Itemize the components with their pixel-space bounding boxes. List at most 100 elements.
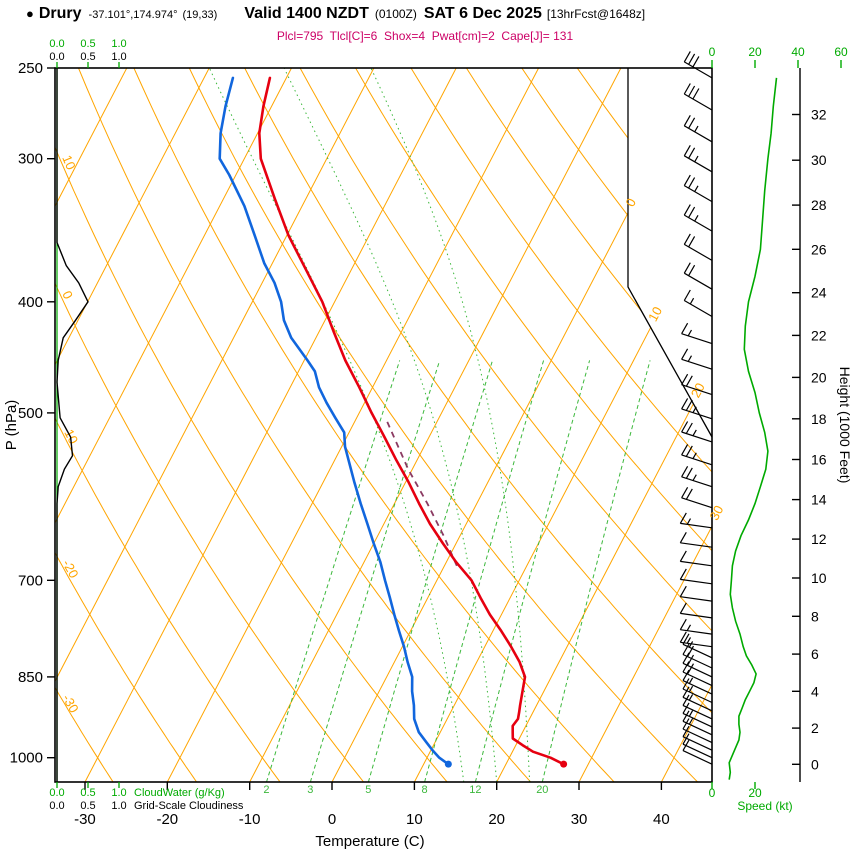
dry-adiabat-label: -20 — [59, 557, 81, 581]
wind-barb-feather — [679, 585, 687, 597]
dry-adiabat-line — [55, 68, 364, 782]
wind-barb-staff — [681, 358, 713, 370]
wind-barb — [683, 174, 713, 203]
temperature-tick-label: 30 — [571, 811, 588, 828]
wind-barb-feather — [688, 147, 696, 159]
cloud-profiles — [56, 68, 89, 782]
cloudiness-scale-label-top: 0.5 — [80, 51, 95, 63]
wind-barb-half-feather — [686, 624, 692, 631]
temperature-axis-title: Temperature (C) — [315, 833, 424, 850]
height-tick-label: 6 — [811, 646, 819, 662]
wind-barb-half-feather — [687, 329, 693, 337]
wind-barb — [682, 661, 713, 687]
wind-barb-staff — [680, 641, 713, 648]
dry-adiabat-line — [576, 68, 712, 782]
wind-barb-feather — [682, 739, 690, 751]
wind-barb-feather — [682, 710, 690, 722]
isotherm-label: 10 — [645, 304, 665, 324]
wind-barb-feather — [685, 488, 693, 500]
wind-barb — [682, 733, 713, 759]
wind-barb — [683, 145, 713, 173]
wind-barb — [681, 466, 713, 488]
dry-adiabat-line — [55, 68, 448, 782]
height-tick-label: 18 — [811, 411, 827, 427]
height-tick-label: 8 — [811, 608, 819, 624]
surface-dewpoint-dot — [444, 760, 452, 768]
cloudiness-scale-label-top: 0.0 — [49, 51, 64, 63]
wind-barb-feather — [682, 718, 690, 730]
cloudiness-scale-label-top: 1.0 — [111, 51, 126, 63]
wind-barb-staff — [682, 680, 713, 695]
wind-barbs — [679, 51, 713, 765]
wind-barb-feather — [682, 633, 690, 645]
wind-barb-feather — [682, 661, 690, 673]
wind-barb-feather — [679, 631, 687, 643]
surface-temperature-dot — [560, 760, 568, 768]
wind-barb-staff — [680, 560, 713, 567]
wind-barb-half-feather — [688, 685, 694, 693]
wind-barb-feather — [682, 733, 690, 745]
wind-barb-half-feather — [688, 677, 694, 684]
wind-barb-staff — [680, 629, 713, 635]
cloudwater-scale-label-top: 0.5 — [80, 38, 95, 50]
wind-barb-feather — [683, 174, 691, 186]
mixing-ratio-line — [424, 360, 545, 782]
cloudiness-scale-title: Grid-Scale Cloudiness — [134, 800, 244, 812]
pressure-tick-label: 700 — [18, 572, 43, 589]
wind-barb-feather — [682, 702, 690, 714]
cloudwater-scale-label-top: 1.0 — [111, 38, 126, 50]
wind-barb-feather — [683, 83, 691, 95]
station-grid-point: (19,33) — [182, 9, 218, 21]
wind-barb-feather — [683, 145, 691, 157]
parcel-path — [384, 417, 458, 567]
wind-barb — [683, 51, 713, 79]
wind-barb-feather — [685, 399, 693, 411]
speed-axis-title: Speed (kt) — [737, 799, 792, 813]
wind-barb-staff — [682, 720, 713, 736]
height-tick-label: 20 — [811, 369, 827, 385]
wind-barb — [681, 348, 713, 370]
valid-utc-label: (0100Z) — [374, 7, 417, 21]
mixing-ratio-label: 5 — [365, 784, 371, 796]
height-tick-label: 28 — [811, 197, 827, 213]
mixing-ratio-line — [266, 360, 401, 782]
wind-barb — [679, 602, 713, 619]
wind-barb-feather — [688, 85, 696, 97]
wind-barb — [681, 398, 713, 420]
dry-adiabat-label: 0 — [59, 288, 76, 301]
isotherm-line — [55, 68, 292, 782]
wind-barb — [681, 444, 713, 466]
plot-border — [54, 67, 713, 783]
wind-barb-half-feather — [692, 474, 697, 481]
station-name: Drury — [38, 5, 82, 22]
dry-adiabat-line — [244, 68, 712, 782]
temperature-tick-label: -30 — [74, 811, 96, 828]
wind-barb — [682, 694, 713, 720]
mixing-ratio-label: 20 — [536, 784, 548, 796]
speed-scale-label-top: 60 — [834, 45, 848, 59]
wind-barb — [679, 618, 713, 635]
wind-barb — [679, 512, 713, 529]
wind-barb-feather — [688, 236, 696, 248]
temperature-tick-label: 40 — [653, 811, 670, 828]
wind-barb-feather — [681, 466, 689, 478]
pressure-tick-label: 500 — [18, 405, 43, 422]
wind-barb-feather — [688, 177, 696, 189]
cloudiness-scale-label-bottom: 0.5 — [80, 800, 95, 812]
wind-barb-feather — [681, 487, 689, 499]
wind-barb-feather — [685, 422, 693, 434]
speed-scale-label-bottom: 0 — [709, 786, 716, 800]
wind-barb — [683, 115, 713, 143]
grid-boundary-line — [627, 68, 713, 438]
height-tick-label: 10 — [811, 570, 827, 586]
mixing-ratio-label: 8 — [422, 784, 428, 796]
wind-barb-staff — [680, 596, 713, 602]
mixing-ratio-line — [309, 360, 441, 782]
height-tick-label: 2 — [811, 720, 819, 736]
cloudwater-scale-label-bottom: 1.0 — [111, 787, 126, 799]
wind-barb — [683, 233, 713, 261]
wind-barb-feather — [681, 322, 689, 334]
wind-barb-feather — [682, 694, 690, 706]
cloud-scales: 0.00.00.00.00.50.50.50.51.01.01.01.0Clou… — [49, 38, 244, 812]
